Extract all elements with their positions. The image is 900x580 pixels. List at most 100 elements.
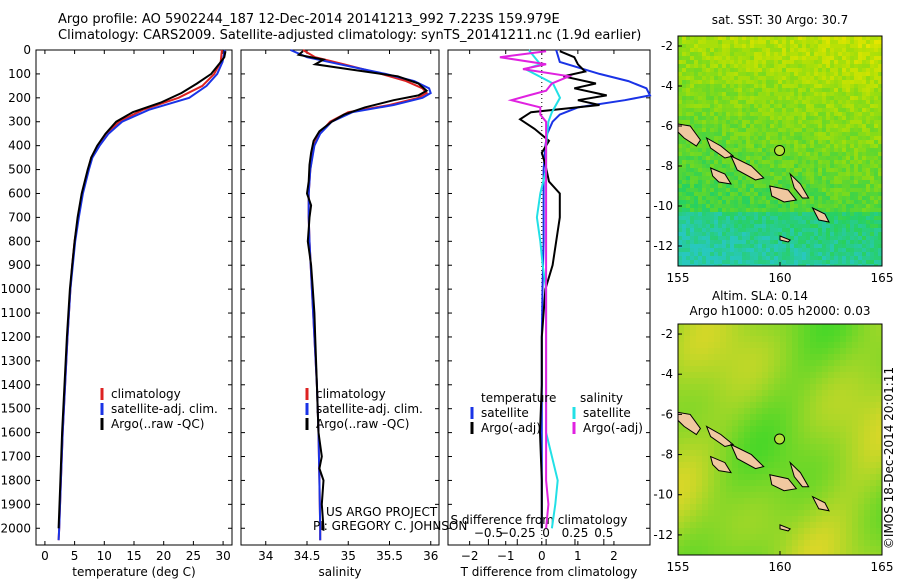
salinity-profile-panel: 34 34.5 35 35.5 36 salinity climatologysatelli…: [240, 49, 467, 579]
depth-tick-label: 1500: [0, 402, 31, 416]
legend-label: satellite-adj. clim.: [111, 402, 218, 416]
series-line: [290, 49, 432, 541]
x-tick-label: 1: [574, 549, 582, 563]
series-line: [499, 50, 573, 529]
malaita-island: [789, 460, 810, 488]
argo-position-marker: [774, 433, 786, 445]
depth-tick-label: 900: [8, 258, 31, 272]
salinity-profile-frame: [240, 49, 440, 546]
map-y-tick-label: -10: [653, 488, 673, 502]
depth-tick-label: 500: [8, 163, 31, 177]
sst-map: 155 160 165 -2 -4 -6 -8 -10 -12 sat. SST: 30 Argo…: [653, 13, 893, 285]
map-x-tick-label: 160: [769, 560, 792, 574]
legend-label: satellite: [583, 406, 631, 420]
sst-map-field: [678, 36, 882, 266]
bougainville-island: [678, 123, 702, 147]
depth-tick-label: 2000: [0, 521, 31, 535]
depth-tick-label: 1400: [0, 378, 31, 392]
x-tick-label: 0: [41, 549, 49, 563]
depth-tick-label: 600: [8, 186, 31, 200]
depth-tick-label: 1100: [0, 306, 31, 320]
legend-label: satellite: [481, 406, 529, 420]
makira-island: [811, 206, 830, 223]
map-y-tick-label: -6: [661, 119, 673, 133]
map-x-tick-label: 155: [667, 271, 690, 285]
x-tick-label: 25: [186, 549, 201, 563]
series-line: [522, 49, 562, 529]
depth-tick-label: 1600: [0, 426, 31, 440]
new-georgia-island: [709, 167, 732, 185]
legend-label: climatology: [111, 387, 181, 401]
choiseul-island: [705, 136, 735, 159]
x-tick-label: 34.5: [294, 549, 321, 563]
depth-tick-label: 200: [8, 91, 31, 105]
s-tick-label: 0.5: [594, 526, 613, 540]
map-x-tick-label: 165: [871, 271, 894, 285]
x-tick-label: 35: [341, 549, 356, 563]
rennell-island: [779, 524, 792, 532]
sla-map-subtitle: Argo h1000: 0.05 h2000: 0.03: [690, 304, 871, 318]
bougainville-island: [678, 411, 702, 436]
sla-map: 155 160 165 -2 -4 -6 -8 -10 -12 Altim. SLA: 0.14A…: [653, 289, 893, 574]
temperature-profile-frame: [35, 49, 233, 546]
depth-tick-label: 1900: [0, 497, 31, 511]
series-line: [540, 49, 652, 529]
s-tick-label: 0.25: [562, 526, 589, 540]
map-y-tick-label: -4: [661, 79, 673, 93]
salinity-profile-xlabel: salinity: [318, 565, 361, 579]
title-line-2: Climatology: CARS2009. Satellite-adjuste…: [58, 28, 642, 43]
pi-label: PI: GREGORY C. JOHNSON: [313, 519, 467, 533]
makira-island: [811, 495, 830, 512]
x-tick-label: 2: [610, 549, 618, 563]
map-y-tick-label: -12: [653, 239, 673, 253]
sla-map-title: Altim. SLA: 0.14: [712, 289, 808, 303]
difference-profile-xlabel: T difference from climatology: [460, 565, 638, 579]
x-tick-label: 5: [71, 549, 79, 563]
s-difference-label: S difference from climatology: [451, 513, 628, 527]
guadalcanal-island: [769, 474, 798, 492]
series-line: [302, 49, 429, 541]
map-y-tick-label: -2: [661, 39, 673, 53]
x-tick-label: 0: [538, 549, 546, 563]
argo-position-marker: [774, 144, 786, 156]
legend-label: climatology: [316, 387, 386, 401]
isabel-island: [729, 154, 765, 181]
s-tick-label: 0: [542, 526, 550, 540]
series-line: [57, 49, 226, 541]
depth-tick-label: 1200: [0, 330, 31, 344]
series-line: [57, 51, 227, 529]
depth-tick-label: 0: [23, 43, 31, 57]
x-tick-label: 15: [126, 549, 141, 563]
map-y-tick-label: -8: [661, 448, 673, 462]
x-tick-label: 34: [258, 549, 273, 563]
legend-label: satellite-adj. clim.: [316, 402, 423, 416]
malaita-island: [789, 172, 810, 199]
difference-profile-panel: −2 −1 0 1 2 T difference from climatology −0.5…: [447, 49, 652, 579]
isabel-island: [729, 443, 765, 470]
legend-label: Argo(-adj): [583, 421, 643, 435]
difference-profile-frame: [447, 49, 651, 546]
x-tick-label: −1: [497, 549, 515, 563]
depth-tick-label: 700: [8, 210, 31, 224]
depth-tick-label: 300: [8, 115, 31, 129]
depth-tick-label: 400: [8, 139, 31, 153]
depth-tick-label: 1000: [0, 282, 31, 296]
legend-label: Argo(..raw -QC): [111, 417, 204, 431]
sst-map-title: sat. SST: 30 Argo: 30.7: [712, 13, 849, 27]
project-label: US ARGO PROJECT: [326, 505, 438, 519]
legend-title-salinity: salinity: [580, 391, 623, 405]
map-x-tick-label: 165: [871, 560, 894, 574]
x-tick-label: −2: [461, 549, 479, 563]
imos-credit: ©IMOS 18-Dec-2014 20:01:11: [882, 367, 896, 549]
legend-title-temperature: temperature: [481, 391, 556, 405]
series-line: [57, 49, 223, 541]
map-x-tick-label: 160: [769, 271, 792, 285]
map-y-tick-label: -10: [653, 199, 673, 213]
x-tick-label: 20: [156, 549, 171, 563]
depth-tick-label: 1300: [0, 354, 31, 368]
x-tick-label: 35.5: [376, 549, 403, 563]
new-georgia-island: [709, 455, 732, 474]
guadalcanal-island: [769, 185, 798, 203]
temperature-profile-panel: 0100200300400500600700800900100011001200…: [0, 43, 233, 579]
